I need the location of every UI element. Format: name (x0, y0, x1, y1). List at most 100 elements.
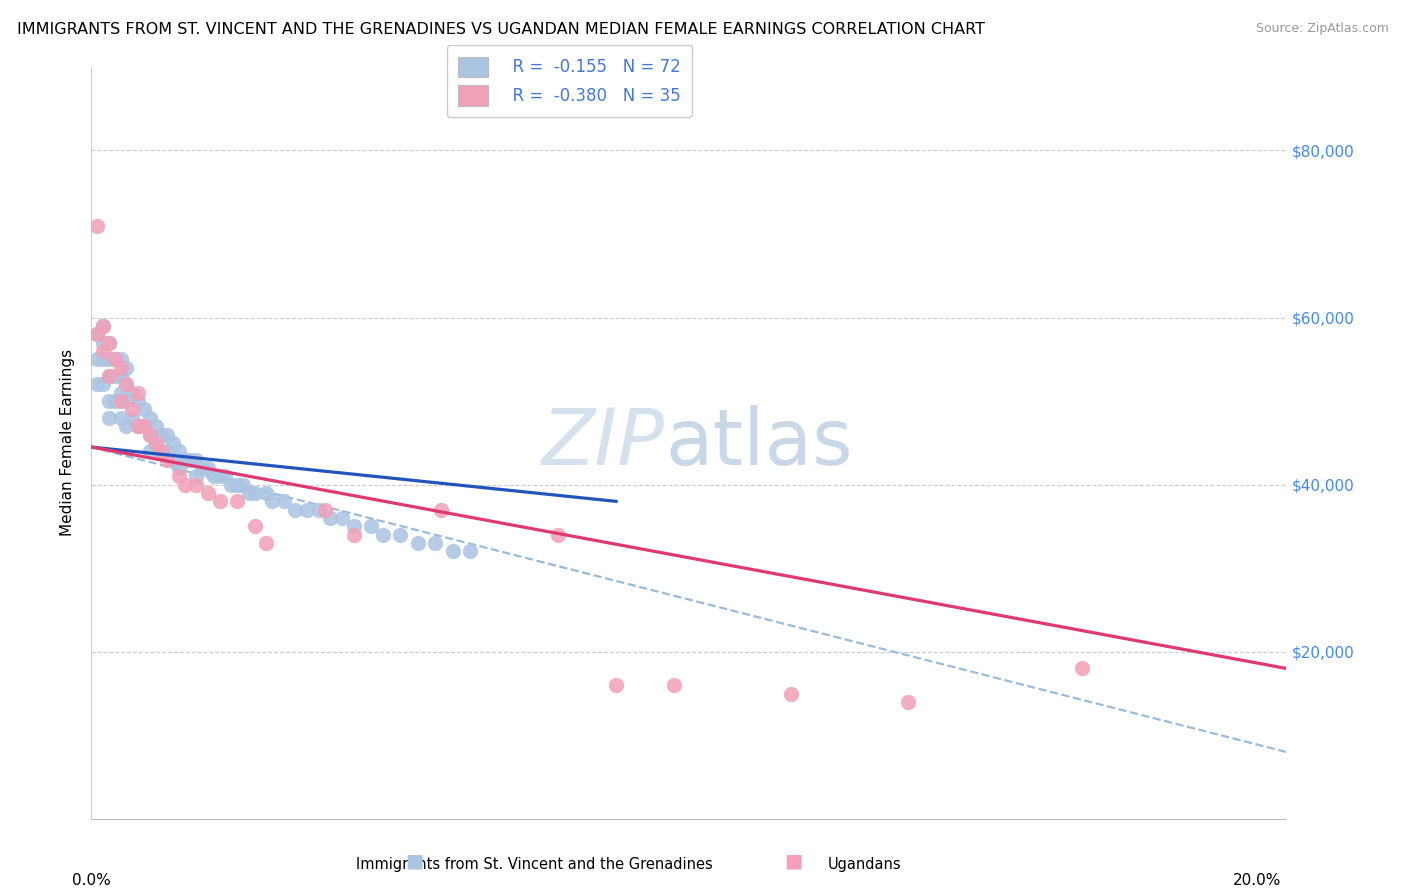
Point (115, 377, 138, 392)
Point (86, 219, 108, 233)
Point (191, 461, 214, 475)
Text: 20.0%: 20.0% (1233, 873, 1281, 888)
Point (295, 502, 318, 516)
Text: IMMIGRANTS FROM ST. VINCENT AND THE GRENADINES VS UGANDAN MEDIAN FEMALE EARNINGS: IMMIGRANTS FROM ST. VINCENT AND THE GREN… (17, 22, 984, 37)
Point (273, 494, 295, 508)
Point (226, 494, 249, 508)
Point (150, 444, 173, 458)
Point (186, 477, 208, 491)
Point (173, 452, 195, 467)
Point (284, 502, 307, 516)
Point (86, 352, 108, 367)
Point (104, 352, 127, 367)
Point (460, 544, 482, 558)
Point (156, 452, 179, 467)
Point (156, 444, 179, 458)
Point (1071, 661, 1094, 675)
Point (97, 369, 120, 384)
Point (138, 427, 160, 442)
Point (115, 377, 138, 392)
Text: ■: ■ (405, 852, 423, 871)
Point (214, 469, 236, 483)
Point (208, 469, 231, 483)
Point (186, 452, 208, 467)
Point (314, 502, 336, 516)
Point (243, 519, 266, 533)
Point (232, 477, 254, 491)
Text: Source: ZipAtlas.com: Source: ZipAtlas.com (1256, 22, 1389, 36)
Point (132, 402, 155, 417)
Point (127, 419, 149, 434)
Point (86, 377, 108, 392)
Point (167, 461, 190, 475)
Point (132, 419, 155, 434)
Point (97, 352, 120, 367)
Text: atlas: atlas (665, 405, 852, 481)
Point (138, 410, 160, 425)
Point (121, 385, 143, 400)
Point (110, 369, 132, 384)
Point (110, 410, 132, 425)
Point (127, 419, 149, 434)
Point (138, 427, 160, 442)
Point (167, 469, 190, 483)
Point (254, 486, 277, 500)
Point (121, 410, 143, 425)
Point (186, 469, 208, 483)
Point (110, 394, 132, 409)
Point (360, 519, 382, 533)
Point (150, 444, 173, 458)
Point (150, 427, 173, 442)
Point (91, 318, 114, 333)
Point (86, 327, 108, 342)
Point (132, 419, 155, 434)
Point (127, 394, 149, 409)
Point (262, 494, 284, 508)
Point (97, 335, 120, 350)
Point (97, 335, 120, 350)
Point (167, 444, 190, 458)
Point (343, 519, 366, 533)
Point (104, 369, 127, 384)
Point (179, 452, 201, 467)
Point (330, 511, 353, 525)
Text: 0.0%: 0.0% (72, 873, 111, 888)
Point (145, 435, 167, 450)
Point (238, 486, 260, 500)
Point (156, 427, 179, 442)
Point (308, 502, 330, 516)
Point (97, 394, 120, 409)
Point (97, 410, 120, 425)
Point (605, 678, 627, 692)
Point (91, 318, 114, 333)
Point (110, 385, 132, 400)
Point (208, 494, 231, 508)
Point (145, 419, 167, 434)
Point (226, 477, 249, 491)
Point (202, 469, 225, 483)
Point (115, 360, 138, 375)
Point (664, 678, 686, 692)
Point (91, 352, 114, 367)
Point (221, 477, 243, 491)
Point (389, 528, 412, 542)
Point (110, 352, 132, 367)
Point (197, 486, 219, 500)
Point (104, 352, 127, 367)
Point (343, 528, 366, 542)
Point (441, 544, 464, 558)
Point (254, 536, 277, 550)
Point (173, 477, 195, 491)
Point (896, 695, 918, 709)
Point (145, 435, 167, 450)
Point (425, 536, 447, 550)
Point (110, 360, 132, 375)
Point (319, 511, 342, 525)
Point (197, 461, 219, 475)
Point (162, 452, 184, 467)
Text: ZIP: ZIP (543, 405, 665, 481)
Point (115, 394, 138, 409)
Point (115, 419, 138, 434)
Point (91, 335, 114, 350)
Point (91, 377, 114, 392)
